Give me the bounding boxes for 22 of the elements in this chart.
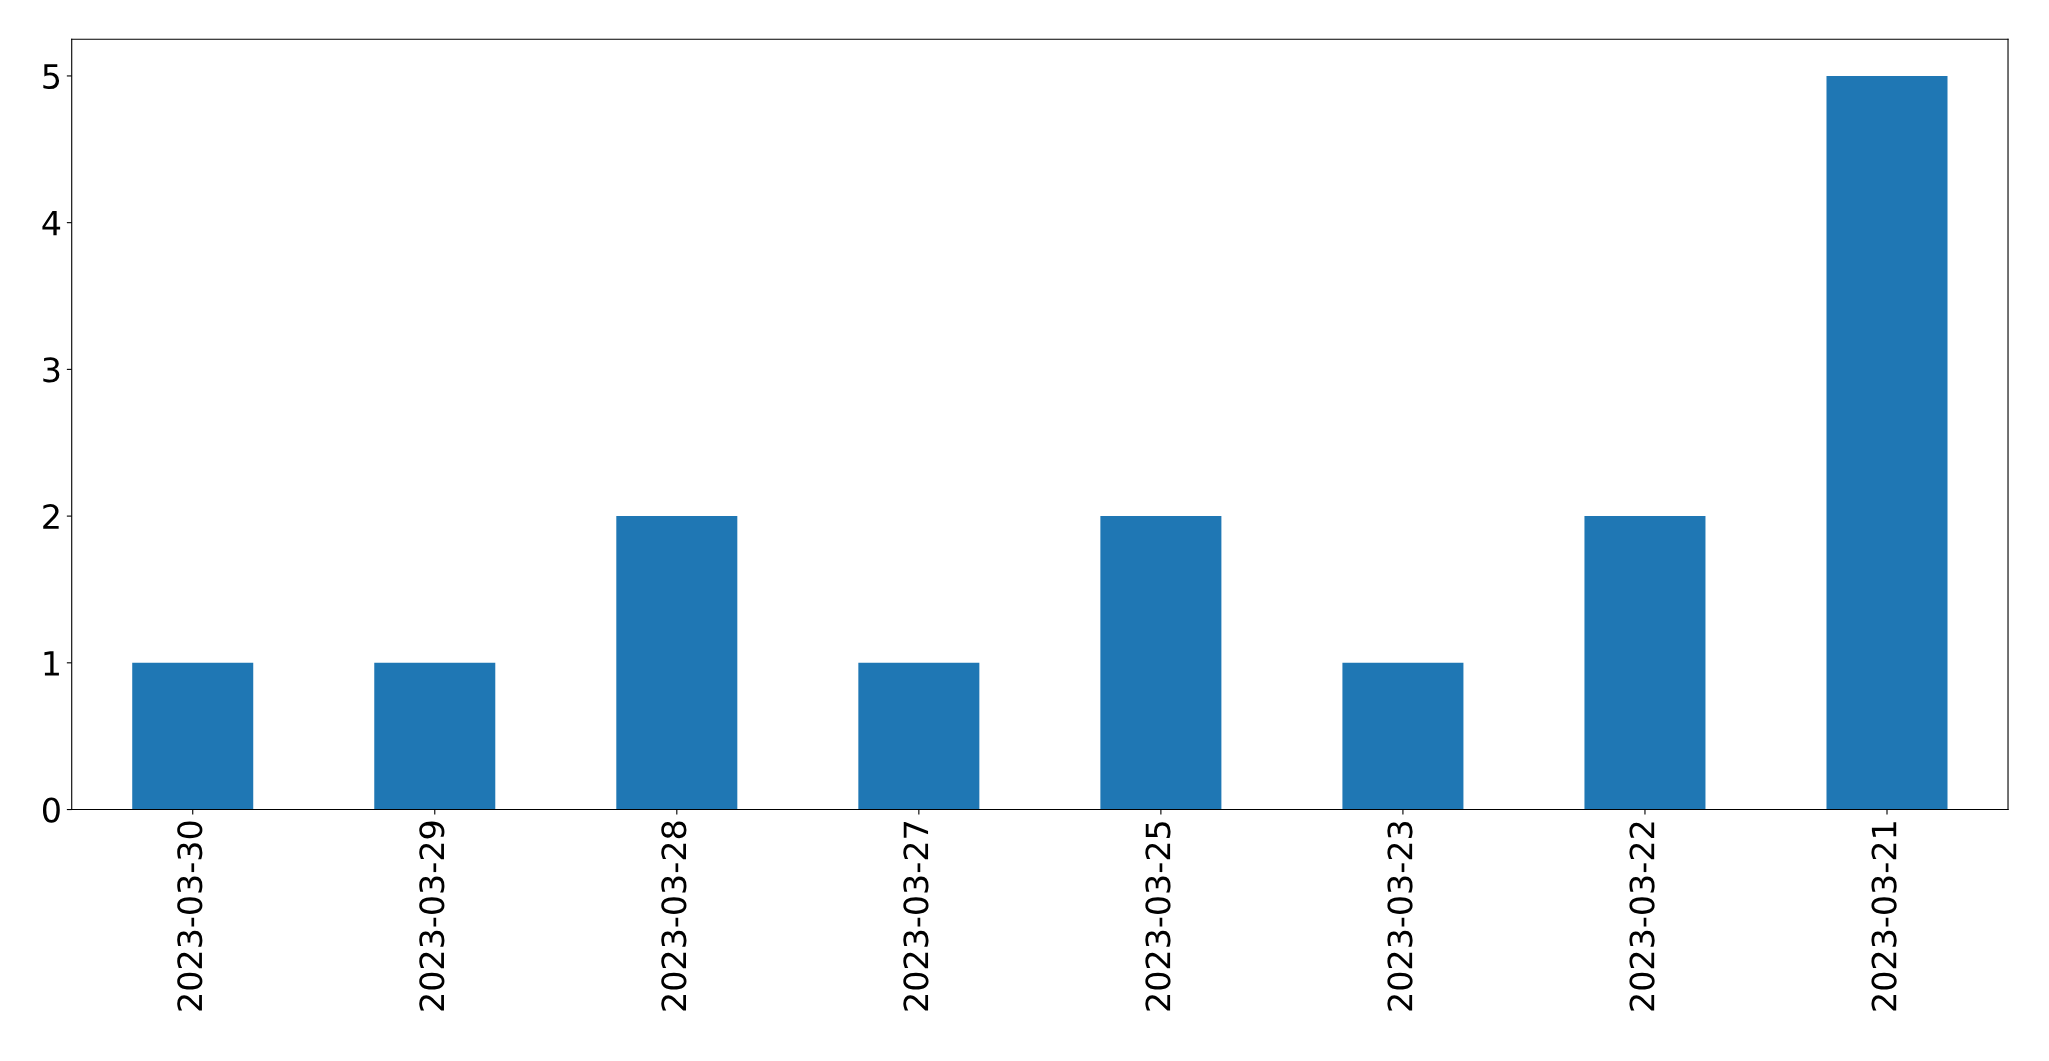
y-tick-label: 1 bbox=[44, 651, 59, 676]
y-tick-label: 4 bbox=[42, 211, 61, 236]
bar bbox=[132, 662, 254, 810]
bar bbox=[1584, 516, 1706, 810]
bar bbox=[1826, 75, 1948, 810]
y-tick-label: 2 bbox=[43, 504, 59, 529]
x-tick-label: 2023-03-30 bbox=[177, 821, 203, 1011]
x-tick-label: 2023-03-29 bbox=[419, 821, 445, 1011]
y-tick-label: 0 bbox=[42, 797, 60, 823]
y-tick-label: 3 bbox=[43, 357, 60, 383]
bar bbox=[1100, 516, 1222, 810]
y-tick-label: 5 bbox=[43, 64, 60, 90]
x-tick-label: 2023-03-25 bbox=[1145, 822, 1171, 1011]
x-tick-label: 2023-03-22 bbox=[1629, 822, 1655, 1011]
x-tick-label: 2023-03-27 bbox=[903, 822, 929, 1011]
x-tick-label: 2023-03-21 bbox=[1871, 822, 1897, 1011]
bar bbox=[616, 516, 738, 810]
bar bbox=[374, 662, 496, 810]
x-tick-label: 2023-03-28 bbox=[661, 821, 687, 1011]
bar bbox=[1342, 662, 1464, 810]
x-tick-label: 2023-03-23 bbox=[1387, 821, 1413, 1011]
bar bbox=[858, 662, 980, 810]
